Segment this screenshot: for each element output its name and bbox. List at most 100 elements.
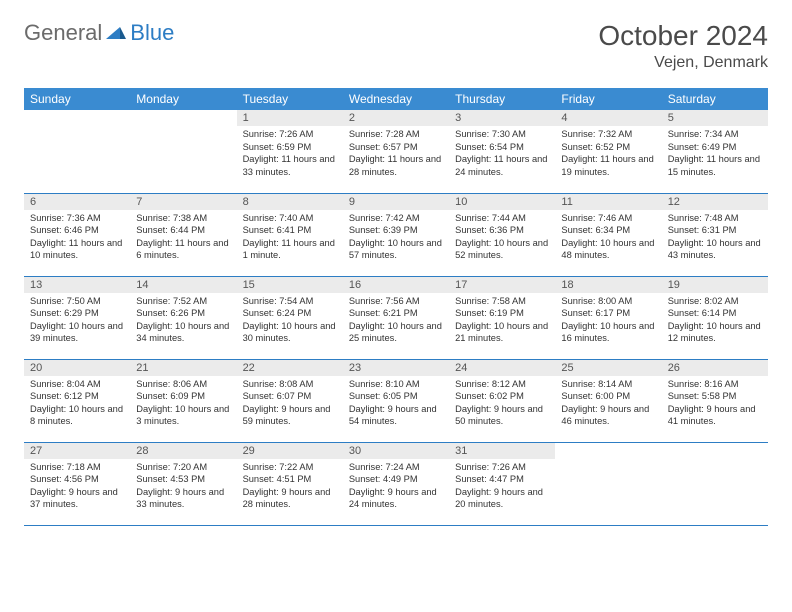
daylight-text: Daylight: 10 hours and 43 minutes.	[668, 237, 762, 262]
sunset-text: Sunset: 6:12 PM	[30, 390, 124, 403]
daylight-text: Daylight: 10 hours and 3 minutes.	[136, 403, 230, 428]
day-details: Sunrise: 7:44 AMSunset: 6:36 PMDaylight:…	[449, 210, 555, 266]
calendar-cell: 11Sunrise: 7:46 AMSunset: 6:34 PMDayligh…	[555, 193, 661, 276]
daylight-text: Daylight: 9 hours and 50 minutes.	[455, 403, 549, 428]
sunrise-text: Sunrise: 7:38 AM	[136, 212, 230, 225]
day-details: Sunrise: 7:34 AMSunset: 6:49 PMDaylight:…	[662, 126, 768, 182]
calendar-cell: 31Sunrise: 7:26 AMSunset: 4:47 PMDayligh…	[449, 442, 555, 525]
sunrise-text: Sunrise: 8:08 AM	[243, 378, 337, 391]
day-number: 30	[343, 443, 449, 459]
sunrise-text: Sunrise: 8:12 AM	[455, 378, 549, 391]
sunrise-text: Sunrise: 7:40 AM	[243, 212, 337, 225]
weekday-header: Sunday	[24, 88, 130, 110]
daylight-text: Daylight: 9 hours and 46 minutes.	[561, 403, 655, 428]
weekday-header: Saturday	[662, 88, 768, 110]
day-number: 25	[555, 360, 661, 376]
sunrise-text: Sunrise: 8:02 AM	[668, 295, 762, 308]
calendar-cell: 22Sunrise: 8:08 AMSunset: 6:07 PMDayligh…	[237, 359, 343, 442]
sunrise-text: Sunrise: 8:10 AM	[349, 378, 443, 391]
sunrise-text: Sunrise: 7:34 AM	[668, 128, 762, 141]
day-number: 8	[237, 194, 343, 210]
calendar-cell: 13Sunrise: 7:50 AMSunset: 6:29 PMDayligh…	[24, 276, 130, 359]
day-details: Sunrise: 7:52 AMSunset: 6:26 PMDaylight:…	[130, 293, 236, 349]
day-details: Sunrise: 8:06 AMSunset: 6:09 PMDaylight:…	[130, 376, 236, 432]
page-location: Vejen, Denmark	[598, 54, 768, 72]
sunset-text: Sunset: 6:31 PM	[668, 224, 762, 237]
day-number: 29	[237, 443, 343, 459]
daylight-text: Daylight: 9 hours and 59 minutes.	[243, 403, 337, 428]
daylight-text: Daylight: 11 hours and 33 minutes.	[243, 153, 337, 178]
day-details: Sunrise: 8:00 AMSunset: 6:17 PMDaylight:…	[555, 293, 661, 349]
day-details: Sunrise: 8:10 AMSunset: 6:05 PMDaylight:…	[343, 376, 449, 432]
day-details: Sunrise: 7:32 AMSunset: 6:52 PMDaylight:…	[555, 126, 661, 182]
day-details: Sunrise: 7:30 AMSunset: 6:54 PMDaylight:…	[449, 126, 555, 182]
daylight-text: Daylight: 10 hours and 8 minutes.	[30, 403, 124, 428]
sunrise-text: Sunrise: 7:42 AM	[349, 212, 443, 225]
daylight-text: Daylight: 9 hours and 54 minutes.	[349, 403, 443, 428]
day-number: 7	[130, 194, 236, 210]
day-details: Sunrise: 8:08 AMSunset: 6:07 PMDaylight:…	[237, 376, 343, 432]
day-number: 5	[662, 110, 768, 126]
sunset-text: Sunset: 6:24 PM	[243, 307, 337, 320]
sunset-text: Sunset: 4:47 PM	[455, 473, 549, 486]
calendar-cell: 24Sunrise: 8:12 AMSunset: 6:02 PMDayligh…	[449, 359, 555, 442]
sunset-text: Sunset: 6:21 PM	[349, 307, 443, 320]
calendar-body: 1Sunrise: 7:26 AMSunset: 6:59 PMDaylight…	[24, 110, 768, 525]
sunset-text: Sunset: 6:44 PM	[136, 224, 230, 237]
sunrise-text: Sunrise: 7:18 AM	[30, 461, 124, 474]
day-details: Sunrise: 8:12 AMSunset: 6:02 PMDaylight:…	[449, 376, 555, 432]
sunrise-text: Sunrise: 7:52 AM	[136, 295, 230, 308]
sunrise-text: Sunrise: 7:58 AM	[455, 295, 549, 308]
sunrise-text: Sunrise: 8:04 AM	[30, 378, 124, 391]
daylight-text: Daylight: 11 hours and 6 minutes.	[136, 237, 230, 262]
daylight-text: Daylight: 11 hours and 24 minutes.	[455, 153, 549, 178]
day-details: Sunrise: 7:56 AMSunset: 6:21 PMDaylight:…	[343, 293, 449, 349]
day-details: Sunrise: 7:48 AMSunset: 6:31 PMDaylight:…	[662, 210, 768, 266]
title-block: October 2024 Vejen, Denmark	[598, 20, 768, 72]
daylight-text: Daylight: 9 hours and 33 minutes.	[136, 486, 230, 511]
calendar-row: 27Sunrise: 7:18 AMSunset: 4:56 PMDayligh…	[24, 442, 768, 525]
sunrise-text: Sunrise: 7:20 AM	[136, 461, 230, 474]
sunrise-text: Sunrise: 7:30 AM	[455, 128, 549, 141]
page-title: October 2024	[598, 20, 768, 52]
daylight-text: Daylight: 11 hours and 19 minutes.	[561, 153, 655, 178]
day-number: 24	[449, 360, 555, 376]
sunset-text: Sunset: 4:56 PM	[30, 473, 124, 486]
day-number: 26	[662, 360, 768, 376]
calendar-cell: 15Sunrise: 7:54 AMSunset: 6:24 PMDayligh…	[237, 276, 343, 359]
day-details: Sunrise: 8:04 AMSunset: 6:12 PMDaylight:…	[24, 376, 130, 432]
calendar-cell: 29Sunrise: 7:22 AMSunset: 4:51 PMDayligh…	[237, 442, 343, 525]
calendar-cell-empty	[130, 110, 236, 193]
sunset-text: Sunset: 6:29 PM	[30, 307, 124, 320]
sunrise-text: Sunrise: 7:22 AM	[243, 461, 337, 474]
day-details: Sunrise: 7:38 AMSunset: 6:44 PMDaylight:…	[130, 210, 236, 266]
sunrise-text: Sunrise: 7:36 AM	[30, 212, 124, 225]
day-details: Sunrise: 7:24 AMSunset: 4:49 PMDaylight:…	[343, 459, 449, 515]
calendar-cell: 6Sunrise: 7:36 AMSunset: 6:46 PMDaylight…	[24, 193, 130, 276]
day-number: 4	[555, 110, 661, 126]
calendar-cell: 25Sunrise: 8:14 AMSunset: 6:00 PMDayligh…	[555, 359, 661, 442]
daylight-text: Daylight: 10 hours and 34 minutes.	[136, 320, 230, 345]
weekday-header: Thursday	[449, 88, 555, 110]
day-details: Sunrise: 8:14 AMSunset: 6:00 PMDaylight:…	[555, 376, 661, 432]
sunset-text: Sunset: 6:00 PM	[561, 390, 655, 403]
day-details: Sunrise: 7:42 AMSunset: 6:39 PMDaylight:…	[343, 210, 449, 266]
day-details: Sunrise: 7:36 AMSunset: 6:46 PMDaylight:…	[24, 210, 130, 266]
sunset-text: Sunset: 6:52 PM	[561, 141, 655, 154]
sunrise-text: Sunrise: 7:24 AM	[349, 461, 443, 474]
brand-part2: Blue	[130, 20, 174, 46]
sunrise-text: Sunrise: 7:28 AM	[349, 128, 443, 141]
calendar-cell: 21Sunrise: 8:06 AMSunset: 6:09 PMDayligh…	[130, 359, 236, 442]
calendar-table: SundayMondayTuesdayWednesdayThursdayFrid…	[24, 88, 768, 526]
calendar-cell: 27Sunrise: 7:18 AMSunset: 4:56 PMDayligh…	[24, 442, 130, 525]
daylight-text: Daylight: 10 hours and 48 minutes.	[561, 237, 655, 262]
daylight-text: Daylight: 11 hours and 15 minutes.	[668, 153, 762, 178]
sunset-text: Sunset: 6:02 PM	[455, 390, 549, 403]
calendar-row: 6Sunrise: 7:36 AMSunset: 6:46 PMDaylight…	[24, 193, 768, 276]
sunrise-text: Sunrise: 8:06 AM	[136, 378, 230, 391]
sunrise-text: Sunrise: 8:14 AM	[561, 378, 655, 391]
sunset-text: Sunset: 6:09 PM	[136, 390, 230, 403]
sunset-text: Sunset: 6:49 PM	[668, 141, 762, 154]
day-number: 13	[24, 277, 130, 293]
calendar-cell: 8Sunrise: 7:40 AMSunset: 6:41 PMDaylight…	[237, 193, 343, 276]
